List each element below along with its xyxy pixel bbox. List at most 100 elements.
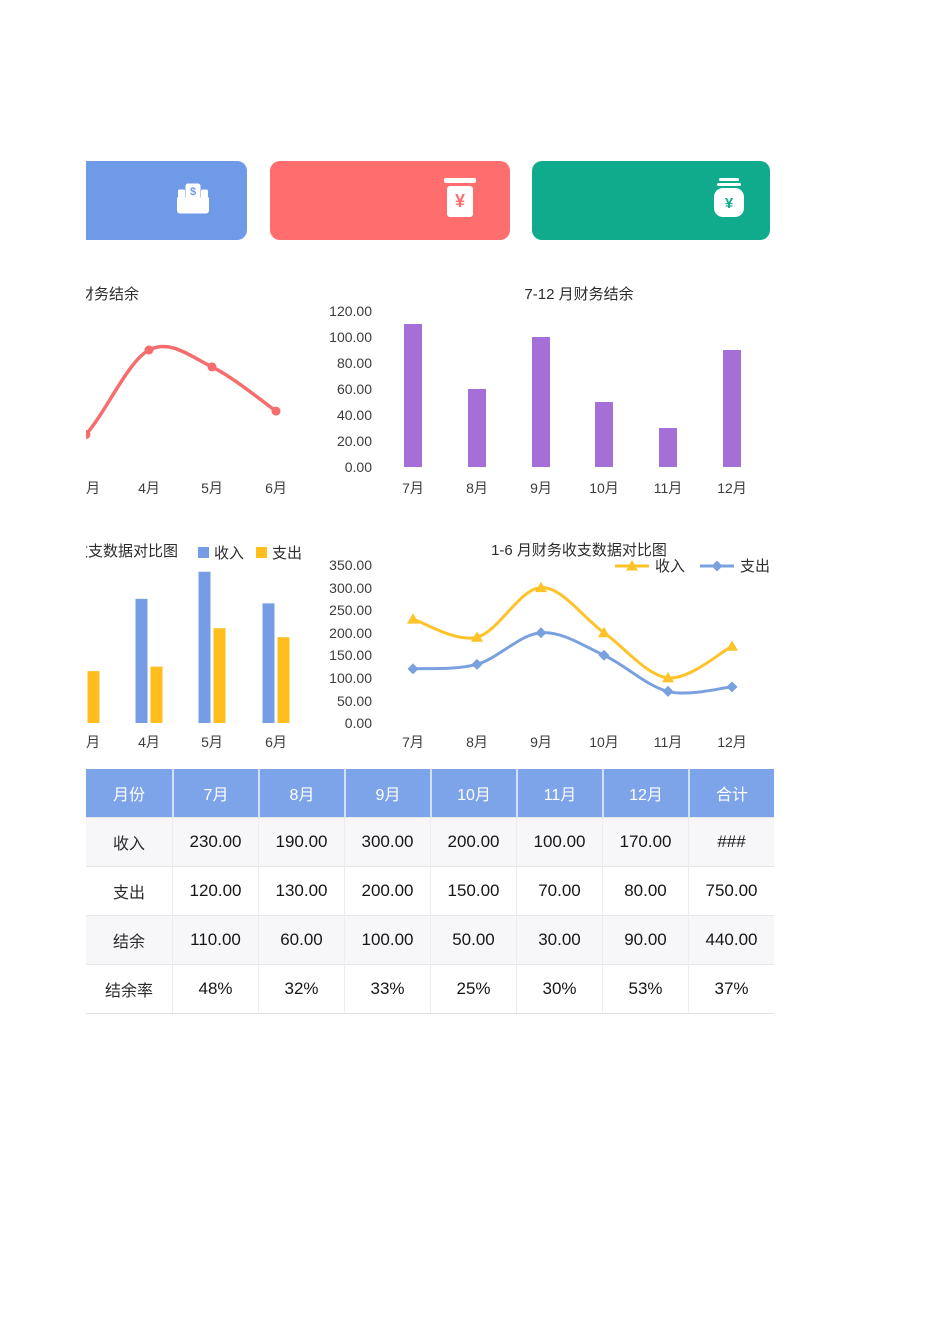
compare-bar-chart-1-6[interactable]: 收支数据对比图 收入 支出 月 4月 5月 6月 <box>86 536 302 754</box>
legend-label: 支出 <box>739 558 770 575</box>
table-cell[interactable]: 120.00 <box>172 866 258 915</box>
triangle-marker <box>662 671 674 683</box>
y-tick-label: 150.00 <box>329 647 372 664</box>
chart-title: 收支数据对比图 <box>86 543 179 560</box>
bar <box>213 628 226 723</box>
x-axis-label: 6月 <box>265 734 287 750</box>
money-tray-card[interactable]: $ <box>86 161 247 240</box>
circle-marker <box>86 430 91 439</box>
x-axis-label: 11月 <box>653 734 683 750</box>
x-axis-label: 月 <box>86 734 100 750</box>
diamond-marker <box>471 658 483 670</box>
cash-box-icon: ¥ <box>442 177 478 224</box>
line-series <box>86 344 278 438</box>
table-cell[interactable]: 30.00 <box>516 915 602 964</box>
cash-box-card[interactable]: ¥ <box>270 161 510 240</box>
table-cell[interactable]: 90.00 <box>602 915 688 964</box>
table-cell[interactable]: 750.00 <box>688 866 774 915</box>
table-header-cell[interactable]: 8月 <box>258 769 344 817</box>
table-cell[interactable]: 170.00 <box>602 817 688 866</box>
balance-line-chart-1-6[interactable]: 财务结余 月 4月 5月 6月 <box>86 278 302 500</box>
table-cell[interactable]: 53% <box>602 964 688 1013</box>
table-cell[interactable]: 60.00 <box>258 915 344 964</box>
table-cell[interactable]: 440.00 <box>688 915 774 964</box>
table-header-cell[interactable]: 9月 <box>344 769 430 817</box>
table-row-label[interactable]: 结余 <box>86 915 172 964</box>
table-cell[interactable]: 48% <box>172 964 258 1013</box>
table-cell[interactable]: ### <box>688 817 774 866</box>
line-plot <box>407 581 738 697</box>
y-tick-label: 50.00 <box>336 692 372 709</box>
table-cell[interactable]: 190.00 <box>258 817 344 866</box>
table-header-cell[interactable]: 11月 <box>516 769 602 817</box>
y-tick-label: 80.00 <box>336 355 372 371</box>
legend-label: 支出 <box>272 545 302 562</box>
bar <box>723 350 741 467</box>
table-cell[interactable]: 32% <box>258 964 344 1013</box>
compare-line-chart[interactable]: 1-6 月财务收支数据对比图 收入 支出 350.00 300.00 250.00 20… <box>316 536 786 754</box>
table-cell[interactable]: 50.00 <box>430 915 516 964</box>
legend-label: 收入 <box>654 558 685 575</box>
table-cell[interactable]: 100.00 <box>344 915 430 964</box>
table-row-label[interactable]: 收入 <box>86 817 172 866</box>
legend-swatch <box>256 547 268 558</box>
table-header-cell[interactable]: 月份 <box>86 769 172 817</box>
table-cell[interactable]: 37% <box>688 964 774 1013</box>
table-cell[interactable]: 130.00 <box>258 866 344 915</box>
x-axis-label: 8月 <box>466 734 488 750</box>
x-axis-label: 8月 <box>466 480 488 496</box>
table-cell[interactable]: 230.00 <box>172 817 258 866</box>
table-row-label[interactable]: 结余率 <box>86 964 172 1013</box>
legend-item: 支出 <box>699 555 770 576</box>
money-jar-card[interactable]: ¥ <box>532 161 770 240</box>
legend-item: 收入 <box>614 555 685 576</box>
y-tick-label: 300.00 <box>329 579 372 596</box>
x-axis-label: 10月 <box>589 480 619 496</box>
bar <box>198 571 211 723</box>
x-axis-label: 5月 <box>201 734 223 750</box>
bar <box>532 337 550 467</box>
line-plot <box>86 344 281 439</box>
x-axis-label: 9月 <box>530 734 552 750</box>
table-cell[interactable]: 200.00 <box>344 866 430 915</box>
y-tick-label: 200.00 <box>329 624 372 641</box>
table-cell[interactable]: 33% <box>344 964 430 1013</box>
table-cell[interactable]: 100.00 <box>516 817 602 866</box>
x-axis-label: 7月 <box>402 480 424 496</box>
bar <box>404 324 422 467</box>
triangle-marker <box>726 640 738 651</box>
money-jar-icon: ¥ <box>710 177 748 224</box>
table-row-label[interactable]: 支出 <box>86 866 172 915</box>
table-cell[interactable]: 200.00 <box>430 817 516 866</box>
legend-swatch <box>198 547 209 558</box>
x-axis-label: 月 <box>86 480 100 496</box>
legend: 收入 支出 <box>614 555 770 576</box>
balance-bar-chart-7-12[interactable]: 7-12 月财务结余 120.00 100.00 80.00 60.00 40.00 20… <box>316 278 786 500</box>
legend: 收入 支出 <box>198 542 302 563</box>
table-cell[interactable]: 80.00 <box>602 866 688 915</box>
y-tick-label: 100.00 <box>329 329 372 345</box>
bar <box>595 402 613 467</box>
y-tick-label: 20.00 <box>336 433 372 449</box>
legend-item: 支出 <box>256 542 302 563</box>
table-header-cell[interactable]: 12月 <box>602 769 688 817</box>
line-series <box>411 631 734 695</box>
table-cell[interactable]: 70.00 <box>516 866 602 915</box>
bar <box>468 389 486 467</box>
x-axis-label: 11月 <box>653 480 683 496</box>
table-cell[interactable]: 25% <box>430 964 516 1013</box>
table-cell[interactable]: 110.00 <box>172 915 258 964</box>
y-tick-label: 0.00 <box>344 459 372 475</box>
table-cell[interactable]: 150.00 <box>430 866 516 915</box>
table-cell[interactable]: 30% <box>516 964 602 1013</box>
table-header-cell[interactable]: 10月 <box>430 769 516 817</box>
bar-plot <box>87 571 290 723</box>
legend-label: 收入 <box>214 545 245 562</box>
table-header-cell[interactable]: 7月 <box>172 769 258 817</box>
y-tick-label: 250.00 <box>329 602 372 619</box>
svg-text:¥: ¥ <box>725 195 734 212</box>
table-cell[interactable]: 300.00 <box>344 817 430 866</box>
legend-marker <box>614 559 649 570</box>
table-header-cell[interactable]: 合计 <box>688 769 774 817</box>
